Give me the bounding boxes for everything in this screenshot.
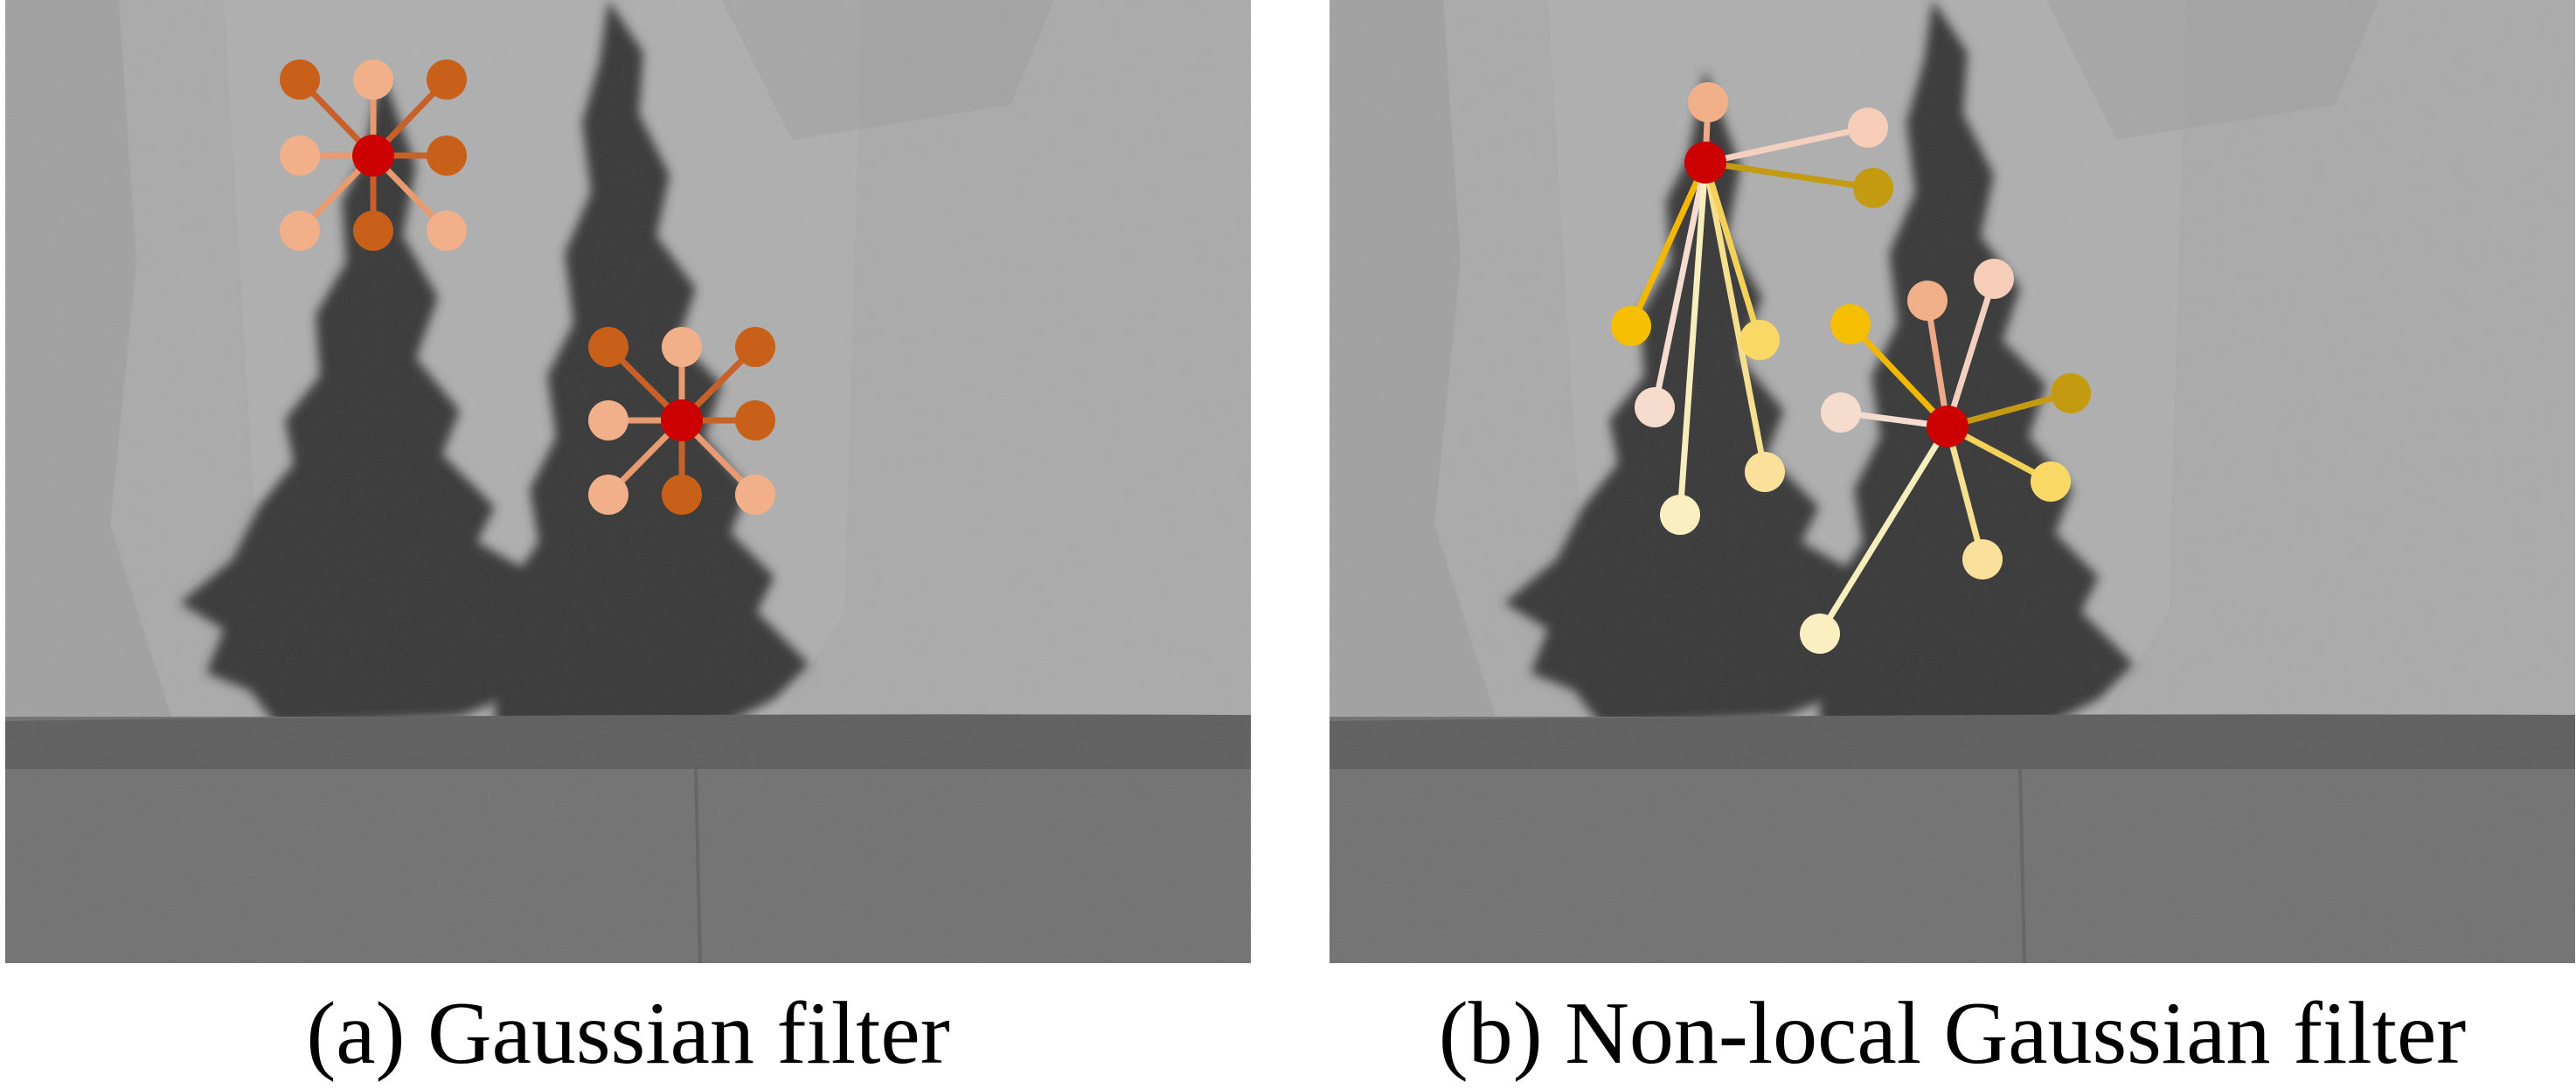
kernel-edge: [1702, 159, 1763, 343]
kernel-edge: [1924, 297, 1951, 430]
center-pixel-node: [661, 399, 703, 441]
neighbor-node: [2051, 373, 2091, 413]
neighbor-node: [1635, 387, 1675, 427]
kernel-edge: [1702, 124, 1871, 166]
neighbor-node: [427, 135, 467, 176]
neighbor-node: [735, 400, 775, 440]
kernel-1: [1611, 82, 1893, 535]
neighbor-node: [1907, 281, 1948, 321]
neighbor-node: [1853, 168, 1893, 208]
kernel-edge: [1847, 321, 1951, 430]
panel-gaussian-filter: [5, 0, 1251, 963]
kernel-edge: [1677, 159, 1709, 518]
center-pixel-node: [1927, 406, 1968, 447]
kernel-edge: [1944, 390, 2074, 430]
neighbor-node: [427, 59, 467, 100]
kernel-2: [588, 327, 775, 515]
kernel-edge: [1944, 275, 1997, 430]
neighbor-node: [427, 211, 467, 251]
center-pixel-node: [352, 135, 394, 177]
neighbor-node: [588, 475, 628, 515]
neighbor-node: [1611, 306, 1651, 346]
neighbor-node: [2031, 461, 2071, 502]
neighbor-node: [1830, 304, 1871, 344]
neighbor-node: [1848, 108, 1888, 148]
neighbor-node: [280, 211, 320, 251]
panel-non-local-gaussian-filter: [1330, 0, 2575, 963]
neighbor-node: [1660, 495, 1700, 535]
kernel-2: [1800, 259, 2091, 654]
kernel-edge: [1944, 423, 1986, 563]
neighbor-node: [662, 475, 702, 515]
neighbor-node: [588, 400, 628, 440]
kernel-1: [280, 59, 467, 251]
neighbor-node: [1739, 320, 1780, 360]
neighbor-node: [1962, 539, 2003, 579]
neighbor-node: [735, 327, 775, 367]
photo-grain: [5, 0, 1251, 963]
neighbor-node: [735, 475, 775, 515]
non-local-gaussian-filter-figure: [1330, 0, 2575, 963]
kernel-edge: [1702, 159, 1768, 475]
neighbor-node: [588, 327, 628, 367]
kernel-edge: [1702, 159, 1877, 191]
neighbor-node: [662, 327, 702, 367]
neighbor-node: [1745, 452, 1785, 492]
kernel-edge: [1651, 159, 1709, 411]
neighbor-node: [353, 211, 393, 251]
gaussian-filter-figure: [5, 0, 1251, 963]
filter-kernels: [280, 59, 775, 515]
neighbor-node: [1974, 259, 2014, 299]
neighbor-node: [1800, 614, 1840, 654]
neighbor-node: [280, 59, 320, 100]
neighbor-node: [1688, 82, 1728, 122]
filter-kernels: [1611, 82, 2091, 654]
background-photo: [1330, 0, 2575, 963]
photo-grain: [1330, 0, 2575, 963]
neighbor-node: [1821, 392, 1861, 433]
neighbor-node: [353, 59, 393, 100]
caption-gaussian-filter: (a) Gaussian filter: [306, 984, 950, 1083]
background-photo: [5, 0, 1251, 963]
center-pixel-node: [1684, 142, 1726, 184]
neighbor-node: [280, 135, 320, 176]
caption-non-local-gaussian-filter: (b) Non-local Gaussian filter: [1438, 984, 2467, 1083]
kernel-edge: [1816, 423, 1951, 637]
kernel-edge: [1628, 159, 1709, 329]
